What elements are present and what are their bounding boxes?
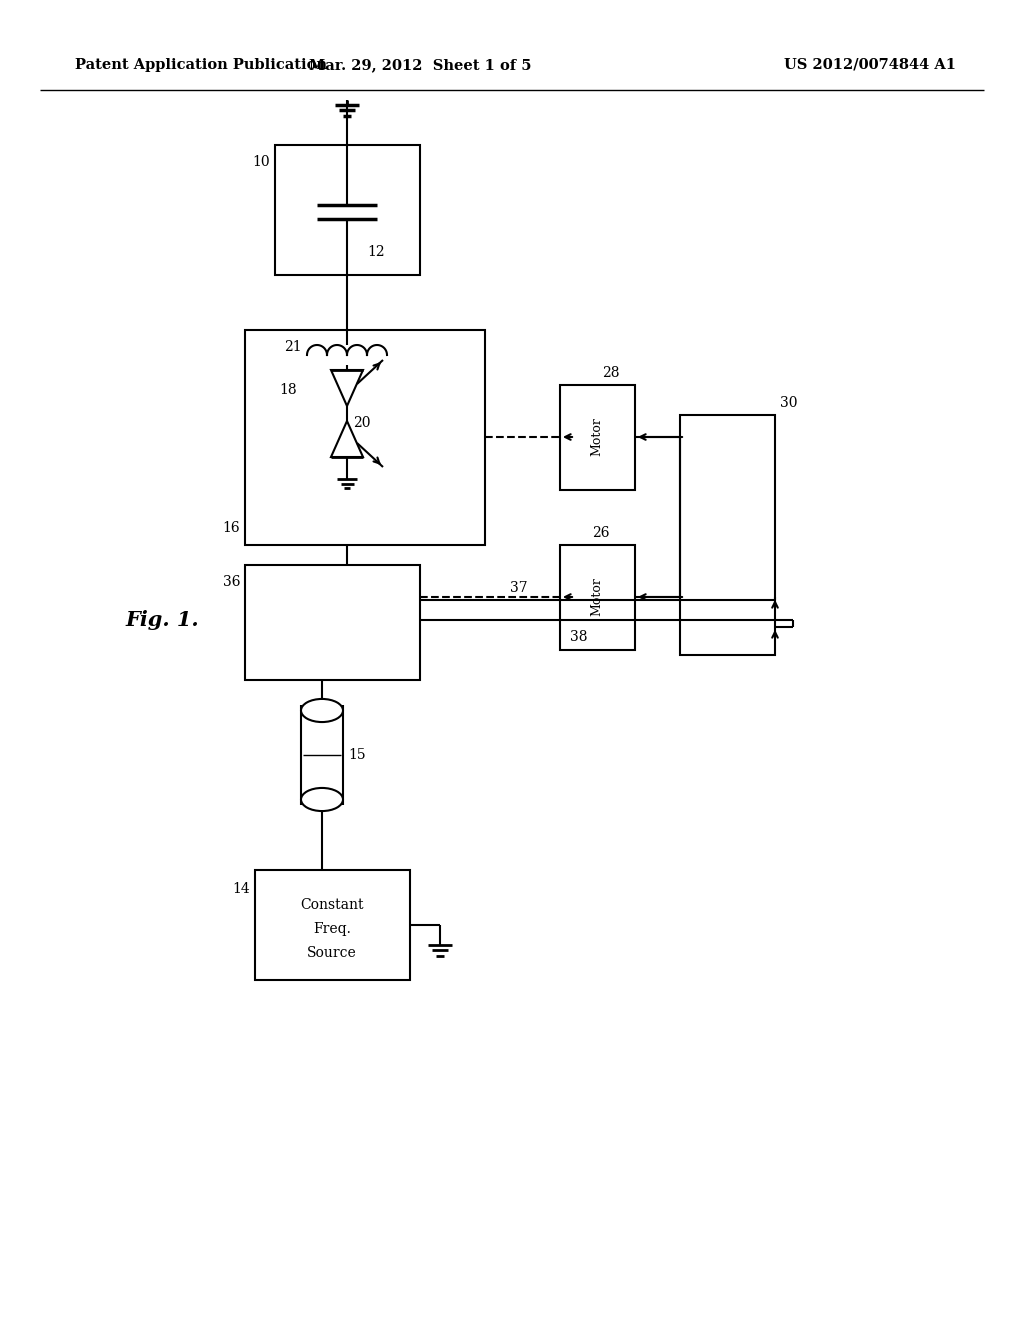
Text: 10: 10 bbox=[252, 154, 270, 169]
Text: 36: 36 bbox=[222, 576, 240, 589]
Text: Mar. 29, 2012  Sheet 1 of 5: Mar. 29, 2012 Sheet 1 of 5 bbox=[309, 58, 531, 73]
Text: 37: 37 bbox=[510, 581, 527, 595]
Ellipse shape bbox=[301, 700, 343, 722]
Text: Source: Source bbox=[307, 946, 357, 960]
Text: Constant: Constant bbox=[300, 898, 364, 912]
Text: 15: 15 bbox=[348, 748, 366, 762]
Bar bbox=[680, 414, 775, 655]
Text: Patent Application Publication: Patent Application Publication bbox=[75, 58, 327, 73]
Text: 30: 30 bbox=[780, 396, 798, 411]
Text: 16: 16 bbox=[222, 521, 240, 535]
Text: Freq.: Freq. bbox=[313, 921, 351, 936]
Bar bbox=[245, 565, 420, 680]
Text: 20: 20 bbox=[353, 416, 371, 430]
Bar bbox=[560, 385, 635, 490]
Bar bbox=[255, 870, 410, 979]
Text: US 2012/0074844 A1: US 2012/0074844 A1 bbox=[784, 58, 956, 73]
Text: 38: 38 bbox=[570, 630, 588, 644]
Bar bbox=[245, 330, 485, 545]
Text: 12: 12 bbox=[367, 246, 385, 259]
Ellipse shape bbox=[301, 788, 343, 810]
Text: 18: 18 bbox=[280, 383, 297, 397]
Text: 21: 21 bbox=[285, 341, 302, 354]
Bar bbox=[275, 145, 420, 275]
Text: 14: 14 bbox=[232, 882, 250, 896]
Text: Fig. 1.: Fig. 1. bbox=[125, 610, 199, 630]
Text: Motor: Motor bbox=[591, 578, 603, 616]
Text: 26: 26 bbox=[592, 525, 609, 540]
Text: 28: 28 bbox=[602, 366, 620, 380]
Text: Motor: Motor bbox=[591, 417, 603, 457]
Bar bbox=[560, 545, 635, 649]
